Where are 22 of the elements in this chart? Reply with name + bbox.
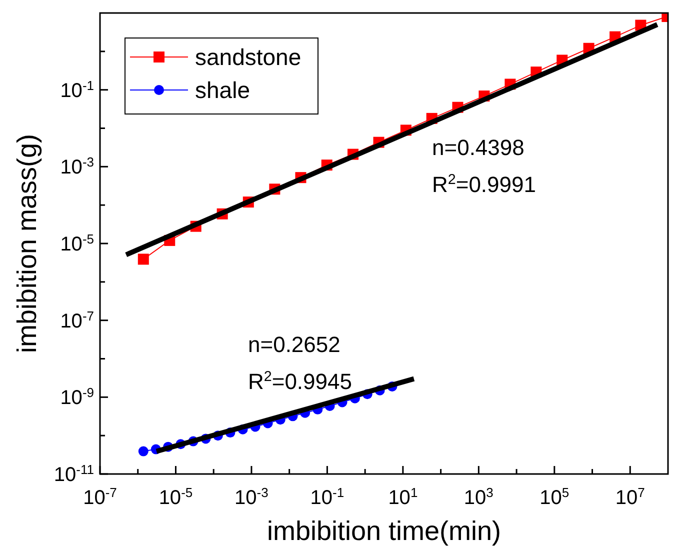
y-tick-label: 10$^{-9}$ [60, 384, 94, 410]
x-tick-label: 10$^{-3}$ [234, 484, 268, 509]
y-axis-title: imbibition mass(g) [12, 134, 42, 354]
y-tick-label: 10$^{-7}$ [60, 308, 94, 332]
legend-label: sandstone [195, 44, 302, 70]
annotation: n=0.2652 [248, 332, 340, 357]
y-tick-label: 10$^{-3}$ [60, 154, 94, 179]
annotation: R$^{2}$=0.9945 [248, 369, 352, 394]
x-axis-title: imbibition time(min) [266, 516, 502, 546]
x-tick-label: 10$^{-5}$ [158, 484, 193, 509]
annotation: n=0.4398 [432, 135, 524, 160]
x-tick-label: 10$^{1}$ [388, 484, 418, 509]
x-tick-label: 10$^{3}$ [464, 484, 494, 509]
annotation: R$^{2}$=0.9991 [432, 172, 536, 197]
x-tick-label: 10$^{-7}$ [83, 484, 117, 509]
legend-label: shale [195, 77, 250, 103]
y-tick-label: 10$^{-1}$ [60, 77, 94, 102]
x-tick-label: 10$^{5}$ [540, 484, 570, 509]
x-tick-label: 10$^{-1}$ [310, 484, 344, 509]
x-tick-label: 10$^{7}$ [615, 484, 645, 509]
y-tick-label: 10$^{-11}$ [54, 462, 94, 486]
y-tick-label: 10$^{-5}$ [60, 231, 94, 256]
